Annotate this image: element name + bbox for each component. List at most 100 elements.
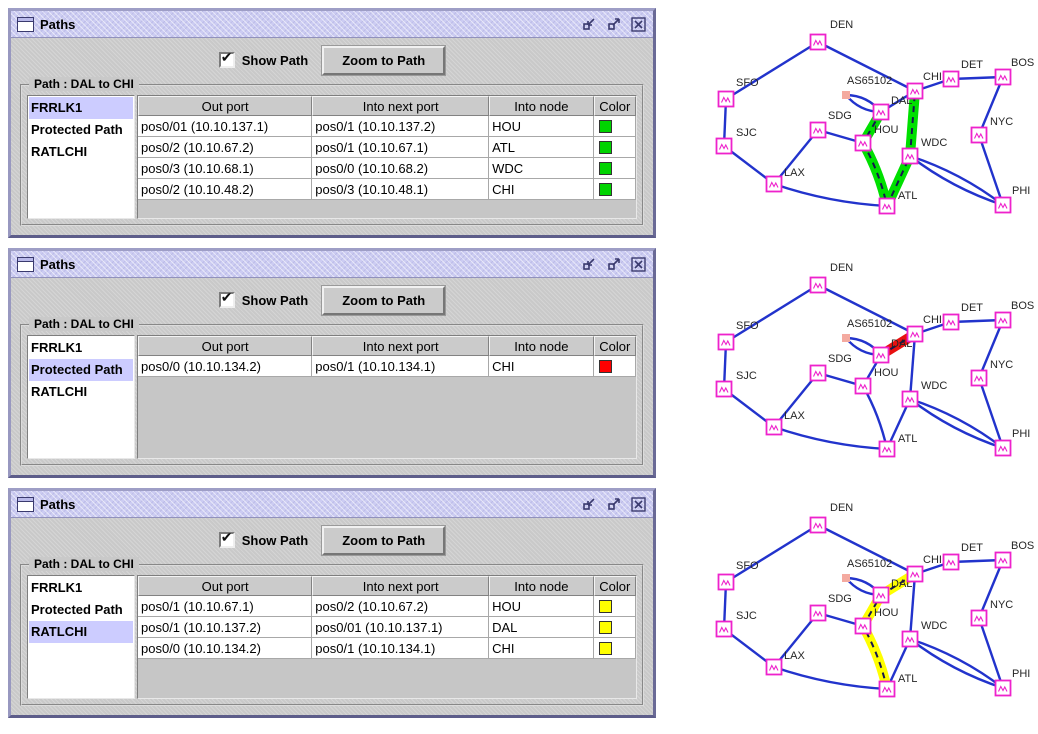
node-ATL[interactable] <box>878 680 896 698</box>
show-path-checkbox[interactable]: Show Path <box>218 289 308 308</box>
path-list-item[interactable]: FRRLK1 <box>31 580 83 595</box>
node-NYC[interactable] <box>970 126 988 144</box>
node-DAL[interactable] <box>872 103 890 121</box>
column-header[interactable]: Out port <box>138 576 313 596</box>
node-LAX[interactable] <box>765 175 783 193</box>
window-titlebar[interactable]: Paths <box>11 251 653 278</box>
node-SFO[interactable] <box>717 573 735 591</box>
column-header[interactable]: Color <box>593 336 636 356</box>
show-path-checkbox[interactable]: Show Path <box>218 49 308 68</box>
node-CHI[interactable] <box>906 82 924 100</box>
node-AS65102[interactable] <box>842 574 850 582</box>
path-list-item[interactable]: Protected Path <box>31 122 123 137</box>
node-ATL[interactable] <box>878 197 896 215</box>
node-DET[interactable] <box>942 70 960 88</box>
color-cell <box>593 356 636 377</box>
window-titlebar[interactable]: Paths <box>11 11 653 38</box>
node-HOU[interactable] <box>854 134 872 152</box>
table-row[interactable]: pos0/0 (10.10.134.2) pos0/1 (10.10.134.1)… <box>138 356 636 377</box>
router-icon <box>813 610 823 617</box>
node-AS65102[interactable] <box>842 334 850 342</box>
node-WDC[interactable] <box>901 630 919 648</box>
table-row[interactable]: pos0/0 (10.10.134.2) pos0/1 (10.10.134.1)… <box>138 638 636 659</box>
node-BOS[interactable] <box>994 311 1012 329</box>
node-HOU[interactable] <box>854 377 872 395</box>
maximize-button[interactable] <box>605 256 622 273</box>
table-row[interactable]: pos0/01 (10.10.137.1) pos0/1 (10.10.137.2… <box>138 116 636 137</box>
iconify-button[interactable] <box>580 16 597 33</box>
node-BOS[interactable] <box>994 68 1012 86</box>
path-list-item[interactable]: FRRLK1 <box>31 340 83 355</box>
node-DAL[interactable] <box>872 346 890 364</box>
node-SJC[interactable] <box>715 137 733 155</box>
node-PHI[interactable] <box>994 439 1012 457</box>
column-header[interactable]: Into node <box>489 576 594 596</box>
node-SFO[interactable] <box>717 90 735 108</box>
column-header[interactable]: Color <box>593 96 636 116</box>
table-row[interactable]: pos0/2 (10.10.67.2) pos0/1 (10.10.67.1) AT… <box>138 137 636 158</box>
node-DEN[interactable] <box>809 516 827 534</box>
zoom-to-path-button[interactable]: Zoom to Path <box>322 45 446 75</box>
node-AS65102[interactable] <box>842 91 850 99</box>
column-header[interactable]: Into next port <box>312 336 490 356</box>
node-SJC[interactable] <box>715 620 733 638</box>
table-cell: pos0/0 (10.10.68.2) <box>312 158 490 179</box>
path-list-item[interactable]: Protected Path <box>31 602 123 617</box>
node-LAX[interactable] <box>765 418 783 436</box>
path-list-item[interactable]: RATLCHI <box>31 384 88 399</box>
node-DET[interactable] <box>942 313 960 331</box>
router-icon <box>858 140 868 147</box>
maximize-button[interactable] <box>605 16 622 33</box>
column-header[interactable]: Into node <box>489 96 594 116</box>
show-path-checkbox[interactable]: Show Path <box>218 529 308 548</box>
column-header[interactable]: Out port <box>138 96 313 116</box>
node-label-PHI: PHI <box>1012 428 1030 440</box>
node-SDG[interactable] <box>809 121 827 139</box>
node-NYC[interactable] <box>970 609 988 627</box>
node-BOS[interactable] <box>994 551 1012 569</box>
path-list-item[interactable]: RATLCHI <box>29 621 133 643</box>
node-CHI[interactable] <box>906 325 924 343</box>
column-header[interactable]: Into node <box>489 336 594 356</box>
path-list-item[interactable]: RATLCHI <box>31 144 88 159</box>
edge-LAX-ATL <box>773 425 888 451</box>
node-DEN[interactable] <box>809 276 827 294</box>
node-ATL[interactable] <box>878 440 896 458</box>
node-SFO[interactable] <box>717 333 735 351</box>
node-LAX[interactable] <box>765 658 783 676</box>
node-PHI[interactable] <box>994 679 1012 697</box>
maximize-button[interactable] <box>605 496 622 513</box>
node-SJC[interactable] <box>715 380 733 398</box>
column-header[interactable]: Color <box>593 576 636 596</box>
table-row[interactable]: pos0/1 (10.10.67.1) pos0/2 (10.10.67.2) HO… <box>138 596 636 617</box>
table-row[interactable]: pos0/3 (10.10.68.1) pos0/0 (10.10.68.2) WD… <box>138 158 636 179</box>
table-row[interactable]: pos0/2 (10.10.48.2) pos0/3 (10.10.48.1) CH… <box>138 179 636 200</box>
column-header[interactable]: Out port <box>138 336 313 356</box>
iconify-button[interactable] <box>580 496 597 513</box>
table-row[interactable]: pos0/1 (10.10.137.2) pos0/01 (10.10.137.1… <box>138 617 636 638</box>
node-HOU[interactable] <box>854 617 872 635</box>
close-button[interactable] <box>630 496 647 513</box>
edge-DEN-SFO <box>725 283 819 344</box>
node-WDC[interactable] <box>901 390 919 408</box>
zoom-to-path-button[interactable]: Zoom to Path <box>322 525 446 555</box>
path-list-item[interactable]: Protected Path <box>29 359 133 381</box>
close-button[interactable] <box>630 256 647 273</box>
node-SDG[interactable] <box>809 364 827 382</box>
window-icon <box>17 16 34 32</box>
node-DET[interactable] <box>942 553 960 571</box>
node-NYC[interactable] <box>970 369 988 387</box>
window-titlebar[interactable]: Paths <box>11 491 653 518</box>
node-CHI[interactable] <box>906 565 924 583</box>
column-header[interactable]: Into next port <box>312 576 490 596</box>
iconify-button[interactable] <box>580 256 597 273</box>
zoom-to-path-button[interactable]: Zoom to Path <box>322 285 446 315</box>
path-list-item[interactable]: FRRLK1 <box>29 97 133 119</box>
node-DAL[interactable] <box>872 586 890 604</box>
node-SDG[interactable] <box>809 604 827 622</box>
column-header[interactable]: Into next port <box>312 96 490 116</box>
node-DEN[interactable] <box>809 33 827 51</box>
close-button[interactable] <box>630 16 647 33</box>
node-WDC[interactable] <box>901 147 919 165</box>
node-PHI[interactable] <box>994 196 1012 214</box>
